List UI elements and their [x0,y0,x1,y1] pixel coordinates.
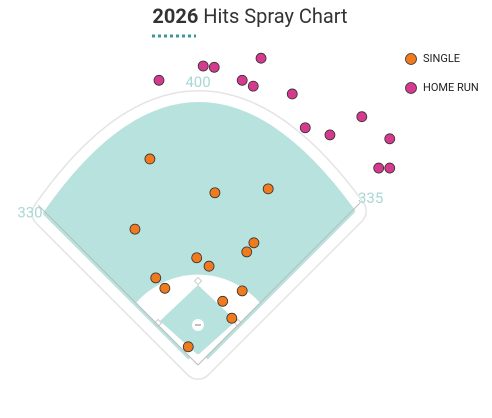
legend-marker [405,53,417,65]
hit-point [129,223,141,235]
hit-point [384,162,396,174]
hit-point [236,74,248,86]
hit-point [150,272,162,284]
hit-point [248,237,260,249]
hit-point [144,153,156,165]
foul-line [197,202,361,366]
hit-point [208,61,220,73]
hit-point [247,80,259,92]
title-text: Hits Spray Chart [203,4,347,28]
hit-point [236,285,248,297]
hit-point [286,88,298,100]
hit-point [384,133,396,145]
outfield-grass [43,102,355,368]
title-year: 2026 [152,4,198,28]
fence-distance: 400 [185,73,210,91]
base [153,318,163,328]
hit-point [159,282,171,294]
hit-point [182,341,194,353]
legend-label: HOME RUN [423,81,479,94]
field: 330 400 335 [17,73,383,380]
hit-point [226,312,238,324]
hit-point [191,252,203,264]
fence-distance: 330 [17,203,42,221]
hit-point [197,60,209,72]
marks [129,52,396,353]
hit-point [203,260,215,272]
hit-point [324,129,336,141]
fence-distance: 335 [358,189,383,207]
legend-marker [405,82,417,94]
hit-point [241,246,253,258]
hit-point [356,111,368,123]
chart-title: 2026 Hits Spray Chart [152,4,347,28]
hit-point [262,183,274,195]
hit-point [217,295,229,307]
hit-point [255,52,267,64]
hit-point [153,74,165,86]
legend-label: SINGLE [423,52,460,65]
legend: SINGLE HOME RUN [405,52,479,94]
hit-point [299,122,311,134]
base [193,276,203,286]
hit-point [373,162,385,174]
hit-point [209,187,221,199]
foul-line [37,204,199,366]
